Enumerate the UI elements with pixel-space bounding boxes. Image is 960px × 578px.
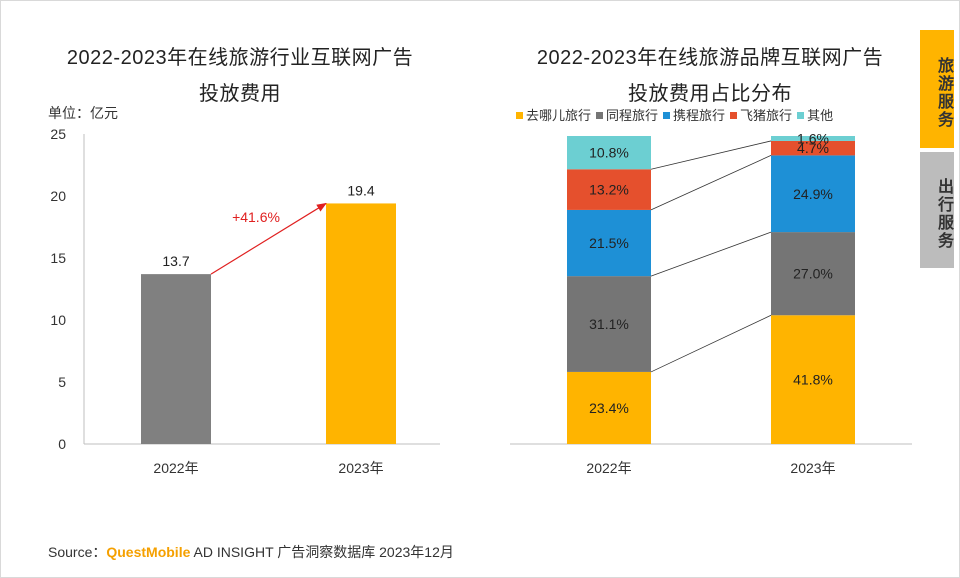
chart1-y-tick-label: 25 <box>50 126 66 142</box>
side-tab-travel-service[interactable]: 旅游服务 <box>920 30 954 148</box>
chart2-segment-label: 21.5% <box>589 235 629 251</box>
legend-swatch <box>516 112 523 119</box>
chart2-segment <box>771 232 855 316</box>
chart2-segment-label: 13.2% <box>589 182 629 198</box>
chart1-title-line1: 2022-2023年在线旅游行业互联网广告 <box>66 47 414 69</box>
chart2-connector-line <box>650 314 772 373</box>
chart1-y-tick-label: 10 <box>50 312 66 328</box>
chart2-segment-label: 23.4% <box>589 400 629 416</box>
legend-swatch <box>730 112 738 119</box>
chart1-unit-label: 单位：亿元 <box>48 105 118 121</box>
chart1-y-tick-label: 15 <box>50 250 66 266</box>
chart2-segment-label: 41.8% <box>793 372 833 388</box>
chart1-y-tick-label: 5 <box>58 374 66 390</box>
source-brand: QuestMobile <box>106 544 191 560</box>
chart2-title-line2: 投放费用占比分布 <box>628 83 792 105</box>
legend-item: 去哪儿旅行 <box>516 105 591 124</box>
chart1-bar <box>326 203 396 444</box>
chart2-legend: 去哪儿旅行 同程旅行 携程旅行 飞猪旅行 其他 <box>516 105 916 124</box>
legend-label: 同程旅行 <box>606 108 659 123</box>
chart2-connector-line <box>650 140 772 170</box>
chart2-segment-label: 24.9% <box>793 186 833 202</box>
legend-swatch <box>797 112 805 119</box>
chart1-title: 2022-2023年在线旅游行业互联网广告 投放费用 <box>40 40 440 112</box>
chart2-segment <box>771 136 855 141</box>
chart2-segment <box>567 371 651 444</box>
legend-label: 其他 <box>807 108 834 123</box>
source-prefix: Source： <box>48 544 107 560</box>
chart2-segment <box>771 315 855 444</box>
chart2-segment <box>567 276 651 372</box>
chart2-segment-label: 1.6% <box>797 130 829 146</box>
chart1-y-tick-label: 20 <box>50 188 66 204</box>
legend-swatch <box>596 112 604 119</box>
chart2-connector-line <box>650 231 772 277</box>
legend-item: 携程旅行 <box>663 105 725 124</box>
chart1-growth-arrow <box>210 202 327 275</box>
chart2-title: 2022-2023年在线旅游品牌互联网广告 投放费用占比分布 <box>500 40 920 112</box>
legend-swatch <box>663 112 671 119</box>
chart2-segment-label: 10.8% <box>589 145 629 161</box>
legend-item: 同程旅行 <box>596 105 658 124</box>
chart1-growth-label: +41.6% <box>232 209 280 225</box>
chart2-title-line1: 2022-2023年在线旅游品牌互联网广告 <box>536 47 884 69</box>
chart2-segment <box>567 209 651 277</box>
legend-item: 飞猪旅行 <box>730 105 792 124</box>
chart2-segment <box>771 155 855 233</box>
chart2-segment-label: 31.1% <box>589 316 629 332</box>
chart2-segment-label: 4.7% <box>797 140 829 156</box>
legend-label: 去哪儿旅行 <box>526 108 592 123</box>
chart2-segment <box>771 140 855 156</box>
chart2-connector-line <box>650 155 772 211</box>
source-text: AD INSIGHT 广告洞察数据库 2023年12月 <box>193 544 454 560</box>
chart1-y-tick-label: 0 <box>58 436 66 452</box>
chart2-segment <box>567 169 651 210</box>
chart1-x-tick-label: 2022年 <box>153 460 198 476</box>
chart1-bar-value-label: 13.7 <box>162 253 189 269</box>
chart1-title-line2: 投放费用 <box>199 83 281 105</box>
chart1-bar-value-label: 19.4 <box>347 182 374 198</box>
legend-label: 携程旅行 <box>673 108 726 123</box>
source-note: Source：QuestMobile AD INSIGHT 广告洞察数据库 20… <box>48 542 454 562</box>
chart1-bar <box>141 274 211 444</box>
chart2-segment-label: 27.0% <box>793 266 833 282</box>
legend-item: 其他 <box>797 105 833 124</box>
chart2-x-tick-label: 2023年 <box>790 460 835 476</box>
chart2-segment <box>567 136 651 170</box>
chart2-x-tick-label: 2022年 <box>586 460 631 476</box>
chart1-x-tick-label: 2023年 <box>338 460 383 476</box>
side-tab-transport-service[interactable]: 出行服务 <box>920 152 954 268</box>
legend-label: 飞猪旅行 <box>740 108 793 123</box>
